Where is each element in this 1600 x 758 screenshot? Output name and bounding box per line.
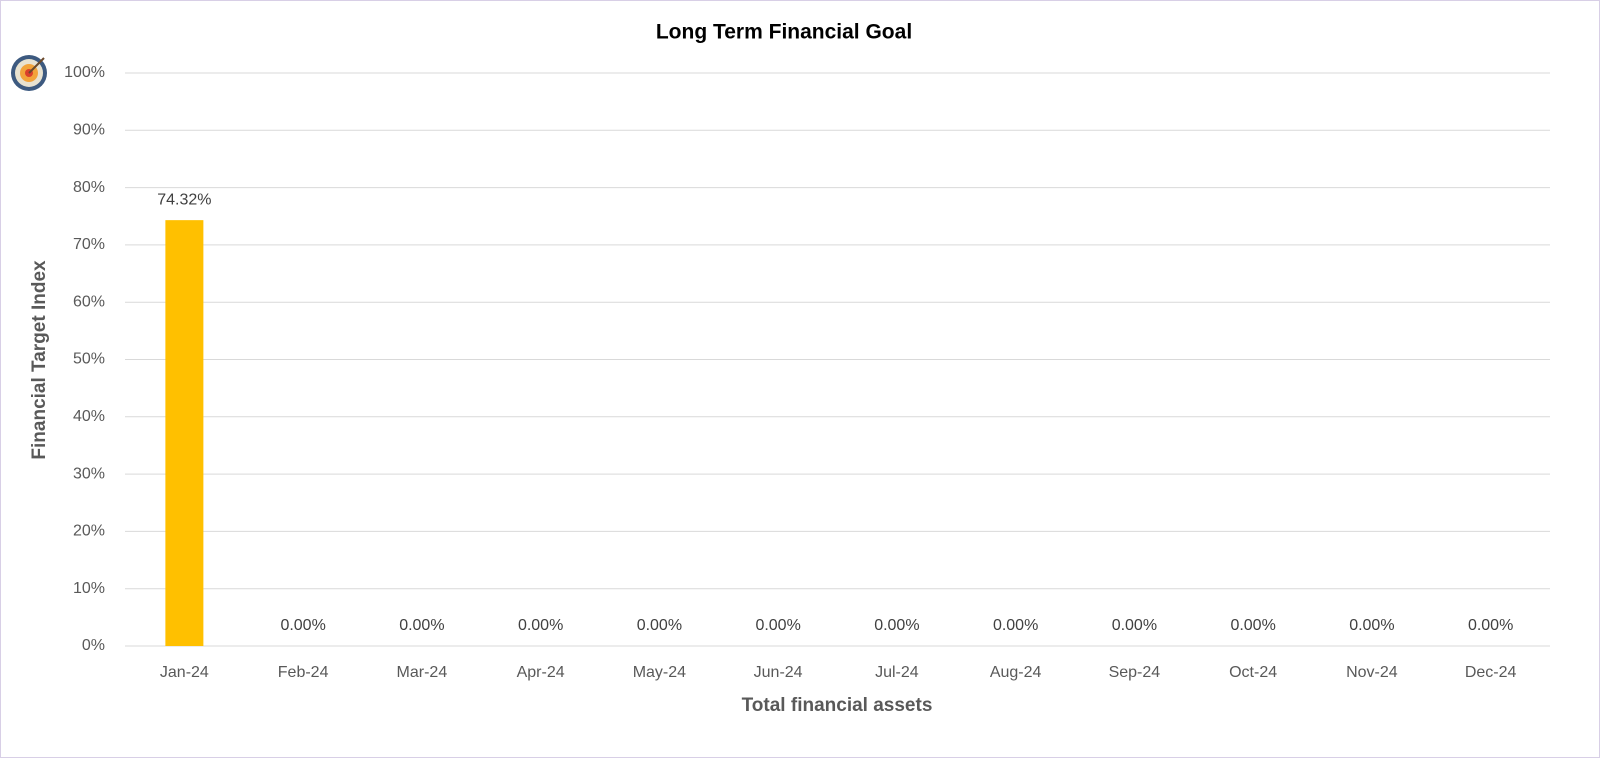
data-label: 0.00% bbox=[755, 617, 800, 634]
chart-title: Long Term Financial Goal bbox=[656, 21, 912, 44]
y-tick-label: 80% bbox=[73, 179, 105, 196]
x-tick-label: Jul-24 bbox=[875, 664, 919, 681]
data-label: 0.00% bbox=[1468, 617, 1513, 634]
x-tick-label: Apr-24 bbox=[517, 664, 565, 681]
data-label: 0.00% bbox=[993, 617, 1038, 634]
data-label: 0.00% bbox=[874, 617, 919, 634]
x-tick-label: Dec-24 bbox=[1465, 664, 1517, 681]
data-label: 0.00% bbox=[518, 617, 563, 634]
x-tick-label: Sep-24 bbox=[1109, 664, 1161, 681]
y-tick-label: 60% bbox=[73, 293, 105, 310]
y-tick-label: 40% bbox=[73, 408, 105, 425]
y-tick-label: 10% bbox=[73, 580, 105, 597]
target-icon bbox=[11, 55, 47, 91]
x-tick-label: Nov-24 bbox=[1346, 664, 1398, 681]
x-tick-label: Oct-24 bbox=[1229, 664, 1277, 681]
data-label: 0.00% bbox=[1112, 617, 1157, 634]
x-tick-label: Mar-24 bbox=[397, 664, 448, 681]
x-tick-label: Feb-24 bbox=[278, 664, 329, 681]
y-tick-label: 90% bbox=[73, 122, 105, 139]
bar bbox=[165, 220, 204, 646]
x-tick-label: Aug-24 bbox=[990, 664, 1042, 681]
data-label: 0.00% bbox=[399, 617, 444, 634]
y-tick-label: 70% bbox=[73, 236, 105, 253]
y-tick-label: 50% bbox=[73, 351, 105, 368]
data-label: 0.00% bbox=[637, 617, 682, 634]
y-tick-label: 100% bbox=[64, 64, 105, 81]
data-label: 0.00% bbox=[1349, 617, 1394, 634]
y-tick-label: 30% bbox=[73, 465, 105, 482]
y-axis-title: Financial Target Index bbox=[29, 260, 50, 460]
x-tick-label: Jan-24 bbox=[160, 664, 209, 681]
data-label: 0.00% bbox=[1230, 617, 1275, 634]
x-tick-label: May-24 bbox=[633, 664, 686, 681]
data-label: 74.32% bbox=[157, 191, 211, 208]
x-axis-title: Total financial assets bbox=[742, 695, 933, 716]
y-tick-label: 0% bbox=[82, 637, 105, 654]
y-tick-label: 20% bbox=[73, 523, 105, 540]
data-label: 0.00% bbox=[280, 617, 325, 634]
x-tick-label: Jun-24 bbox=[754, 664, 803, 681]
